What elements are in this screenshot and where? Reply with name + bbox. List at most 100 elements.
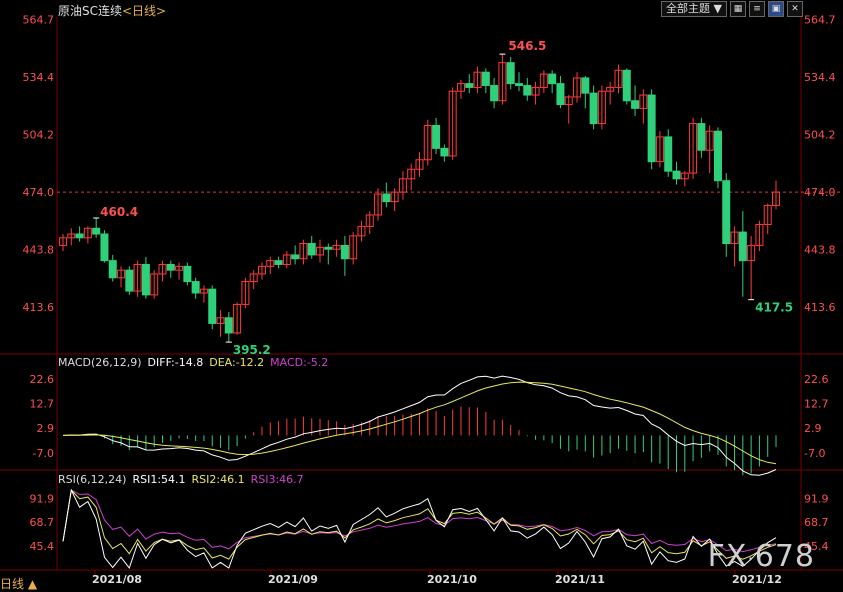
price-tick-right: 534.4 bbox=[804, 71, 836, 84]
macd-tick-left: -7.0 bbox=[33, 447, 54, 460]
candle-body bbox=[365, 214, 374, 227]
candle-body bbox=[738, 231, 747, 262]
x-axis-label: 2021/09 bbox=[268, 573, 318, 586]
rsi2-value: RSI2:46.1 bbox=[191, 473, 245, 486]
price-tick-right: 504.2 bbox=[804, 129, 836, 142]
candle-body bbox=[456, 83, 465, 92]
candle-body bbox=[498, 62, 507, 102]
candle-body bbox=[382, 193, 391, 203]
candle-body bbox=[374, 193, 383, 216]
candle-body bbox=[349, 235, 358, 260]
macd-dea-line bbox=[62, 381, 777, 465]
candle-body bbox=[324, 246, 333, 250]
candle-body bbox=[83, 227, 92, 239]
candle-body bbox=[307, 243, 316, 256]
price-tick-right: 564.7 bbox=[804, 13, 836, 26]
toolbar: 全部主题 ▼ ▦ ≡ ▣ ✕ bbox=[661, 1, 803, 17]
close-icon[interactable]: ✕ bbox=[787, 1, 803, 17]
candle-body bbox=[465, 83, 474, 88]
candle-body bbox=[216, 317, 225, 324]
candle-body bbox=[390, 191, 399, 203]
candle-body bbox=[340, 244, 349, 260]
watermark-logo: FX·678 bbox=[707, 539, 815, 574]
candle-body bbox=[722, 180, 731, 245]
candle-body bbox=[564, 96, 573, 106]
candle-body bbox=[183, 265, 192, 283]
candle-body bbox=[241, 281, 250, 305]
candle-body bbox=[407, 168, 416, 180]
candle-body bbox=[266, 260, 275, 267]
price-tick-left: 443.8 bbox=[23, 244, 55, 257]
candle-body bbox=[556, 83, 565, 106]
candle-body bbox=[631, 100, 640, 109]
rsi-tick-right: 91.9 bbox=[804, 492, 829, 505]
candle-body bbox=[481, 71, 490, 87]
candle-body bbox=[108, 260, 117, 279]
grid-icon[interactable]: ▦ bbox=[730, 1, 746, 17]
candle-body bbox=[639, 94, 648, 109]
timeframe-label[interactable]: <日线> bbox=[122, 4, 167, 18]
candle-body bbox=[473, 71, 482, 88]
candle-body bbox=[208, 288, 217, 324]
candle-body bbox=[689, 123, 698, 174]
bottom-timeframe-button[interactable]: 日线 ▲ bbox=[0, 577, 38, 591]
annotation-low-a: 395.2 bbox=[233, 343, 271, 357]
macd-tick-left: 12.7 bbox=[30, 398, 55, 411]
macd-diff-value: DIFF:-14.8 bbox=[147, 356, 204, 369]
candle-body bbox=[672, 170, 681, 180]
candle-body bbox=[772, 191, 780, 206]
theme-selector-button[interactable]: 全部主题 ▼ bbox=[661, 1, 727, 17]
candle-body bbox=[539, 73, 548, 88]
macd-tick-right: 2.9 bbox=[804, 422, 822, 435]
candle-body bbox=[531, 86, 540, 96]
candle-body bbox=[291, 254, 300, 260]
macd-macd-value: MACD:-5.2 bbox=[270, 356, 329, 369]
rsi3-line bbox=[62, 489, 777, 553]
candle-body bbox=[67, 233, 76, 239]
candle-body bbox=[125, 269, 134, 292]
price-tick-left: 534.4 bbox=[23, 71, 55, 84]
instrument-name: 原油SC连续 bbox=[58, 4, 122, 18]
x-axis-label: 2021/08 bbox=[92, 573, 142, 586]
candle-body bbox=[332, 244, 341, 250]
window-icon[interactable]: ▣ bbox=[768, 1, 784, 17]
candle-body bbox=[158, 263, 167, 275]
chart-title: 原油SC连续<日线> bbox=[58, 2, 166, 19]
rsi-tick-right: 68.7 bbox=[804, 516, 829, 529]
candle-body bbox=[191, 281, 200, 294]
candle-body bbox=[490, 85, 499, 102]
candle-body bbox=[299, 243, 308, 260]
macd-tick-left: 2.9 bbox=[37, 422, 55, 435]
candle-body bbox=[92, 227, 101, 235]
macd-dea-value: DEA:-12.2 bbox=[209, 356, 265, 369]
candle-body bbox=[316, 246, 325, 256]
candle-body bbox=[175, 265, 184, 271]
candle-body bbox=[506, 62, 515, 85]
list-icon[interactable]: ≡ bbox=[749, 1, 765, 17]
price-tick-left: 413.6 bbox=[23, 301, 55, 314]
macd-tick-left: 22.6 bbox=[30, 373, 55, 386]
price-tick-left: 504.2 bbox=[23, 129, 55, 142]
candle-body bbox=[697, 123, 706, 151]
candle-body bbox=[664, 136, 673, 172]
macd-tick-right: 22.6 bbox=[804, 373, 829, 386]
rsi-tick-right: 45.4 bbox=[804, 540, 829, 553]
candle-body bbox=[440, 147, 449, 157]
candle-body bbox=[573, 77, 582, 98]
candle-body bbox=[117, 269, 126, 279]
candle-body bbox=[398, 178, 407, 193]
rsi1-value: RSI1:54.1 bbox=[132, 473, 186, 486]
candle-body bbox=[622, 69, 631, 102]
candle-body bbox=[448, 90, 457, 157]
x-axis-label: 2021/12 bbox=[732, 573, 782, 586]
macd-tick-right: -7.0 bbox=[804, 447, 825, 460]
candle-body bbox=[713, 130, 722, 182]
candle-body bbox=[647, 94, 656, 163]
price-tick-left: 564.7 bbox=[23, 13, 55, 26]
candle-body bbox=[59, 237, 67, 246]
macd-header: MACD(26,12,9) DIFF:-14.8 DEA:-12.2 MACD:-5.… bbox=[58, 356, 334, 369]
candle-body bbox=[763, 204, 772, 225]
candle-body bbox=[274, 260, 283, 265]
rsi1-line bbox=[62, 488, 777, 570]
rsi-tick-left: 91.9 bbox=[30, 492, 55, 505]
